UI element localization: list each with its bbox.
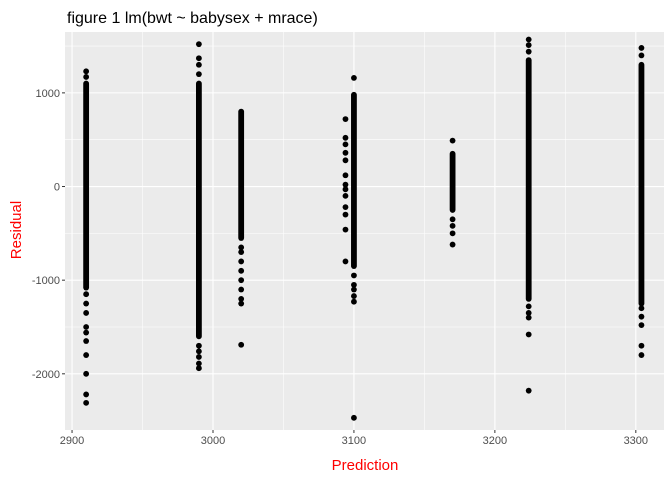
data-point: [195, 71, 202, 78]
data-point: [83, 370, 90, 377]
point-band: [525, 57, 532, 302]
data-point: [238, 244, 245, 251]
data-point: [342, 192, 349, 199]
data-point: [351, 281, 357, 288]
data-point: [638, 313, 645, 320]
data-point: [238, 295, 245, 302]
x-tick-label: 3000: [201, 435, 225, 447]
data-point: [195, 365, 202, 372]
point-band: [195, 80, 202, 340]
data-point: [83, 399, 90, 406]
data-point: [351, 298, 357, 305]
data-point: [525, 314, 532, 321]
data-point: [449, 230, 456, 237]
data-point: [83, 324, 90, 330]
data-point: [525, 42, 532, 49]
data-point: [195, 360, 202, 367]
y-tick-label: 1000: [36, 88, 60, 100]
data-point: [238, 300, 245, 307]
data-point: [195, 348, 202, 355]
point-band: [449, 150, 456, 213]
point-band: [238, 108, 245, 241]
x-tick-label: 3100: [342, 435, 366, 447]
data-point: [238, 341, 245, 348]
data-point: [342, 181, 349, 188]
plot-panel: [65, 32, 664, 430]
data-point: [351, 74, 357, 81]
x-tick-label: 3300: [624, 435, 648, 447]
data-point: [83, 74, 90, 80]
data-point: [449, 137, 456, 144]
data-point: [83, 391, 90, 398]
data-point: [342, 157, 349, 164]
point-band: [351, 91, 357, 270]
data-point: [638, 52, 645, 59]
data-points: [83, 36, 645, 421]
data-point: [449, 216, 456, 223]
data-point: [449, 241, 456, 248]
data-point: [525, 303, 532, 310]
data-point: [351, 293, 357, 299]
grid-minor: [65, 32, 664, 430]
data-point: [195, 354, 202, 360]
data-point: [195, 41, 202, 48]
data-point: [238, 277, 245, 284]
data-point: [238, 258, 245, 265]
data-point: [351, 414, 357, 421]
data-point: [83, 310, 90, 316]
data-point: [638, 305, 645, 312]
chart-title: figure 1 lm(bwt ~ babysex + mrace): [67, 10, 318, 27]
data-point: [351, 272, 357, 279]
data-point: [525, 36, 532, 43]
data-point: [351, 286, 357, 293]
data-point: [342, 116, 349, 122]
data-point: [342, 226, 349, 233]
data-point: [238, 267, 245, 274]
data-point: [195, 342, 202, 349]
data-point: [525, 310, 532, 316]
data-point: [638, 45, 645, 51]
data-point: [195, 55, 202, 62]
data-point: [342, 258, 349, 265]
x-tick-label: 2900: [60, 435, 84, 447]
data-point: [238, 249, 245, 255]
data-point: [83, 291, 90, 298]
data-point: [342, 149, 349, 156]
data-point: [83, 300, 90, 307]
data-point: [342, 186, 349, 193]
data-point: [638, 342, 645, 349]
y-axis-title: Residual: [8, 201, 25, 259]
x-axis-title: Prediction: [332, 457, 399, 474]
data-point: [83, 68, 90, 75]
data-point: [83, 352, 90, 358]
data-point: [342, 204, 349, 211]
data-point: [638, 352, 645, 358]
data-point: [342, 172, 349, 179]
point-band: [638, 61, 645, 307]
data-point: [525, 387, 532, 394]
data-point: [342, 134, 349, 141]
y-axis: -2000 -1000 0 1000: [32, 88, 65, 381]
data-point: [525, 331, 532, 338]
data-point: [449, 222, 456, 229]
data-point: [83, 338, 90, 344]
data-point: [238, 286, 245, 293]
y-tick-label: -2000: [32, 369, 60, 381]
x-axis: 2900 3000 3100 3200 3300: [60, 430, 648, 447]
x-tick-label: 3200: [483, 435, 507, 447]
data-point: [525, 48, 532, 55]
point-band: [83, 80, 90, 291]
data-point: [195, 61, 202, 68]
y-tick-label: -1000: [32, 275, 60, 287]
data-point: [638, 322, 645, 329]
data-point: [83, 329, 90, 336]
data-point: [342, 141, 349, 148]
data-point: [342, 211, 349, 218]
y-tick-label: 0: [54, 182, 60, 194]
